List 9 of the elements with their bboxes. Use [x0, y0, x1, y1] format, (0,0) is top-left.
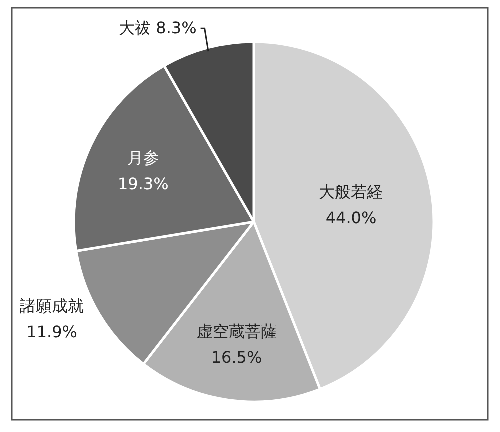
slice-label: 大祓 8.3%	[119, 18, 197, 38]
data-label: 44.0%	[326, 208, 377, 228]
data-label: 16.5%	[211, 348, 262, 368]
slice-label: 月参	[127, 148, 160, 168]
slice-label: 虚空蔵菩薩	[196, 322, 277, 342]
data-label: 19.3%	[118, 174, 169, 194]
slice-label: 諸願成就	[20, 296, 84, 316]
data-label: 11.9%	[26, 322, 78, 342]
slice-label: 大般若経	[319, 182, 384, 202]
